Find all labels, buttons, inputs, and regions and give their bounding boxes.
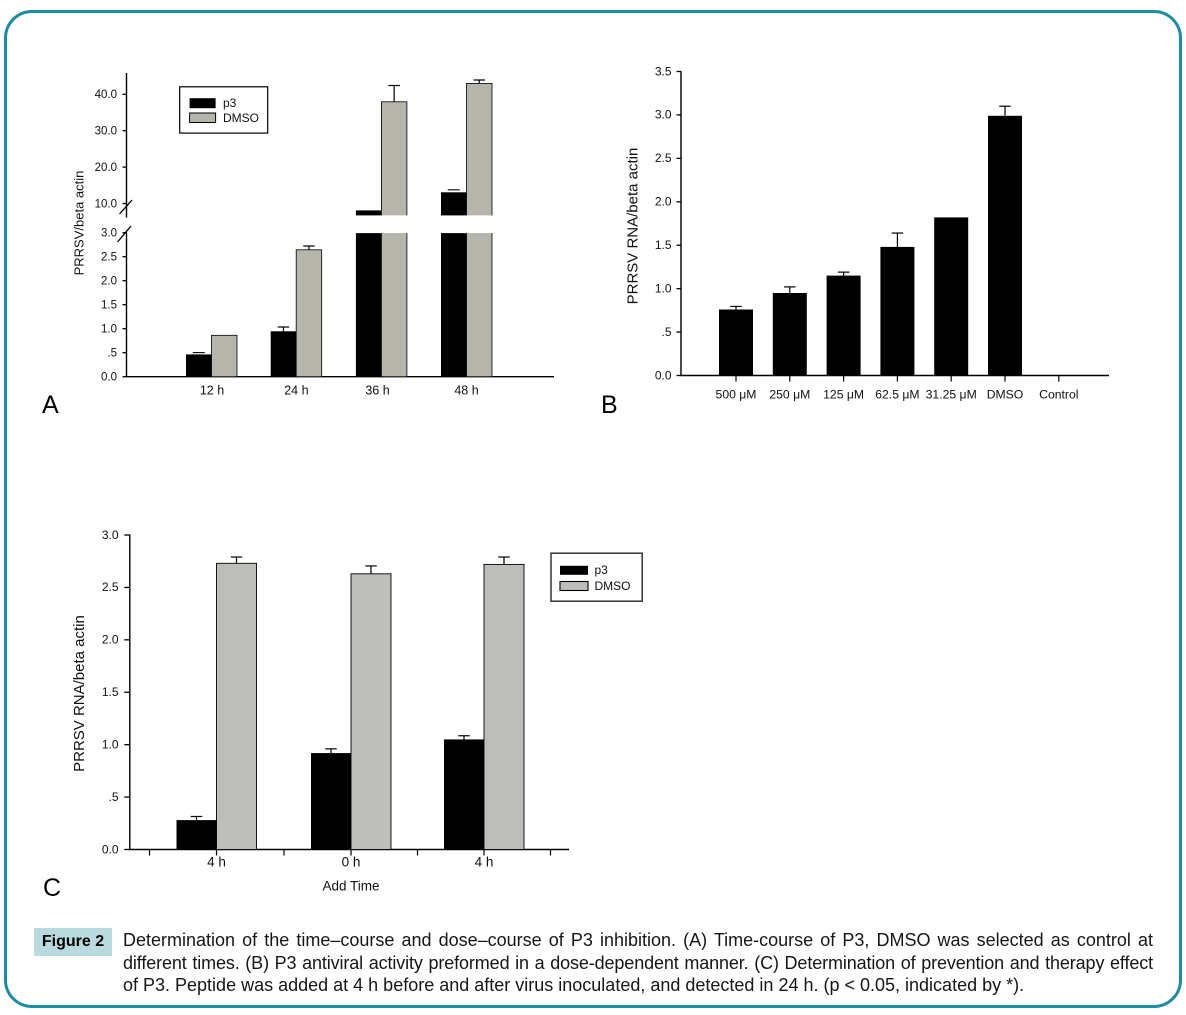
svg-text:31.25 μM: 31.25 μM xyxy=(926,388,977,402)
svg-text:1.5: 1.5 xyxy=(102,685,119,699)
svg-text:3.0: 3.0 xyxy=(101,228,117,240)
svg-text:3.0: 3.0 xyxy=(102,528,119,542)
svg-text:1.0: 1.0 xyxy=(102,738,119,752)
svg-text:p3: p3 xyxy=(223,96,237,110)
svg-text:DMSO: DMSO xyxy=(595,579,631,593)
svg-text:4 h: 4 h xyxy=(207,855,226,870)
svg-text:p3: p3 xyxy=(595,563,609,577)
svg-text:10.0: 10.0 xyxy=(95,198,117,210)
svg-text:2.5: 2.5 xyxy=(655,151,672,165)
svg-text:40.0: 40.0 xyxy=(95,89,117,101)
svg-text:DMSO: DMSO xyxy=(987,388,1024,402)
svg-text:.5: .5 xyxy=(108,790,118,804)
svg-text:2.5: 2.5 xyxy=(101,252,117,264)
svg-text:PRRSV/beta actin: PRRSV/beta actin xyxy=(72,171,87,276)
svg-text:.5: .5 xyxy=(661,325,671,339)
svg-text:24 h: 24 h xyxy=(284,384,308,398)
svg-text:48 h: 48 h xyxy=(454,384,478,398)
svg-text:2.0: 2.0 xyxy=(655,195,672,209)
svg-text:Control: Control xyxy=(1039,388,1078,402)
svg-text:500 μM: 500 μM xyxy=(716,388,757,402)
svg-text:20.0: 20.0 xyxy=(95,162,117,174)
svg-text:1.0: 1.0 xyxy=(655,281,672,295)
svg-text:12 h: 12 h xyxy=(200,384,224,398)
svg-text:DMSO: DMSO xyxy=(223,111,259,125)
svg-text:0.0: 0.0 xyxy=(655,368,672,382)
svg-text:3.5: 3.5 xyxy=(655,64,672,78)
svg-text:1.5: 1.5 xyxy=(655,238,672,252)
svg-text:30.0: 30.0 xyxy=(95,126,117,138)
svg-text:0 h: 0 h xyxy=(342,855,361,870)
svg-text:2.5: 2.5 xyxy=(102,580,119,594)
svg-text:PRRSV RNA/beta actin: PRRSV RNA/beta actin xyxy=(71,615,88,772)
svg-text:.5: .5 xyxy=(107,348,117,360)
svg-text:1.5: 1.5 xyxy=(101,300,117,312)
svg-text:36 h: 36 h xyxy=(365,384,389,398)
svg-text:0.0: 0.0 xyxy=(101,372,117,384)
svg-text:PRRSV RNA/beta actin: PRRSV RNA/beta actin xyxy=(625,148,642,305)
svg-text:125 μM: 125 μM xyxy=(823,388,864,402)
svg-text:2.0: 2.0 xyxy=(101,276,117,288)
svg-text:250 μM: 250 μM xyxy=(769,388,810,402)
svg-text:1.0: 1.0 xyxy=(101,324,117,336)
svg-text:2.0: 2.0 xyxy=(102,633,119,647)
svg-text:3.0: 3.0 xyxy=(655,108,672,122)
svg-text:Add Time: Add Time xyxy=(322,879,379,894)
svg-text:62.5 μM: 62.5 μM xyxy=(875,388,919,402)
svg-text:0.0: 0.0 xyxy=(102,842,119,856)
svg-text:4 h: 4 h xyxy=(475,855,494,870)
